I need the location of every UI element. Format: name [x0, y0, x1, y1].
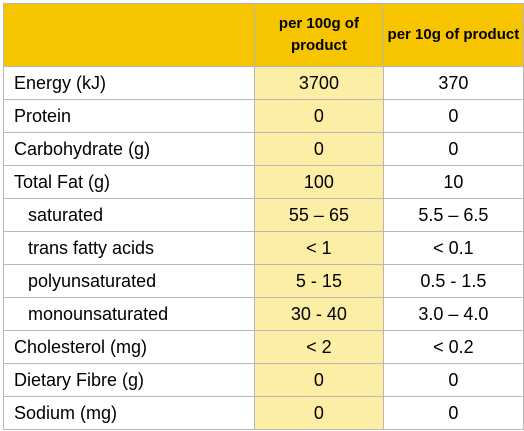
value-per-100g: < 1 [254, 231, 384, 265]
row-label: Carbohydrate (g) [2, 132, 256, 166]
table-row: saturated 55 – 65 5.5 – 6.5 [2, 198, 524, 232]
table-row: monounsaturated 30 - 40 3.0 – 4.0 [2, 297, 524, 331]
row-label: monounsaturated [2, 297, 256, 331]
row-label: saturated [2, 198, 256, 232]
table-row: polyunsaturated 5 - 15 0.5 - 1.5 [2, 264, 524, 298]
value-per-100g: < 2 [254, 330, 384, 364]
table-row: Carbohydrate (g) 0 0 [2, 132, 524, 166]
value-per-100g: 0 [254, 396, 384, 430]
value-per-10g: 0 [382, 132, 524, 166]
table-row: trans fatty acids < 1 < 0.1 [2, 231, 524, 265]
value-per-100g: 0 [254, 132, 384, 166]
nutrition-table: per 100g of product per 10g of product E… [2, 3, 524, 430]
value-per-10g: 5.5 – 6.5 [382, 198, 524, 232]
row-label: Cholesterol (mg) [2, 330, 256, 364]
table-row: Total Fat (g) 100 10 [2, 165, 524, 199]
nutrition-table-container: per 100g of product per 10g of product E… [2, 3, 524, 430]
header-per-10g: per 10g of product [382, 3, 524, 67]
header-per-100g: per 100g of product [254, 3, 384, 67]
value-per-100g: 5 - 15 [254, 264, 384, 298]
table-header-row: per 100g of product per 10g of product [2, 3, 524, 67]
row-label: Energy (kJ) [2, 66, 256, 100]
value-per-10g: 10 [382, 165, 524, 199]
table-row: Dietary Fibre (g) 0 0 [2, 363, 524, 397]
value-per-10g: 0.5 - 1.5 [382, 264, 524, 298]
value-per-10g: < 0.1 [382, 231, 524, 265]
value-per-100g: 30 - 40 [254, 297, 384, 331]
row-label: polyunsaturated [2, 264, 256, 298]
row-label: Dietary Fibre (g) [2, 363, 256, 397]
value-per-10g: 3.0 – 4.0 [382, 297, 524, 331]
value-per-100g: 100 [254, 165, 384, 199]
value-per-100g: 3700 [254, 66, 384, 100]
table-row: Protein 0 0 [2, 99, 524, 133]
header-label-cell [2, 3, 256, 67]
row-label: Sodium (mg) [2, 396, 256, 430]
value-per-10g: < 0.2 [382, 330, 524, 364]
table-row: Cholesterol (mg) < 2 < 0.2 [2, 330, 524, 364]
table-row: Energy (kJ) 3700 370 [2, 66, 524, 100]
value-per-100g: 55 – 65 [254, 198, 384, 232]
value-per-100g: 0 [254, 363, 384, 397]
value-per-10g: 0 [382, 396, 524, 430]
value-per-10g: 0 [382, 99, 524, 133]
value-per-100g: 0 [254, 99, 384, 133]
value-per-10g: 370 [382, 66, 524, 100]
row-label: Total Fat (g) [2, 165, 256, 199]
value-per-10g: 0 [382, 363, 524, 397]
row-label: trans fatty acids [2, 231, 256, 265]
row-label: Protein [2, 99, 256, 133]
table-row: Sodium (mg) 0 0 [2, 396, 524, 430]
